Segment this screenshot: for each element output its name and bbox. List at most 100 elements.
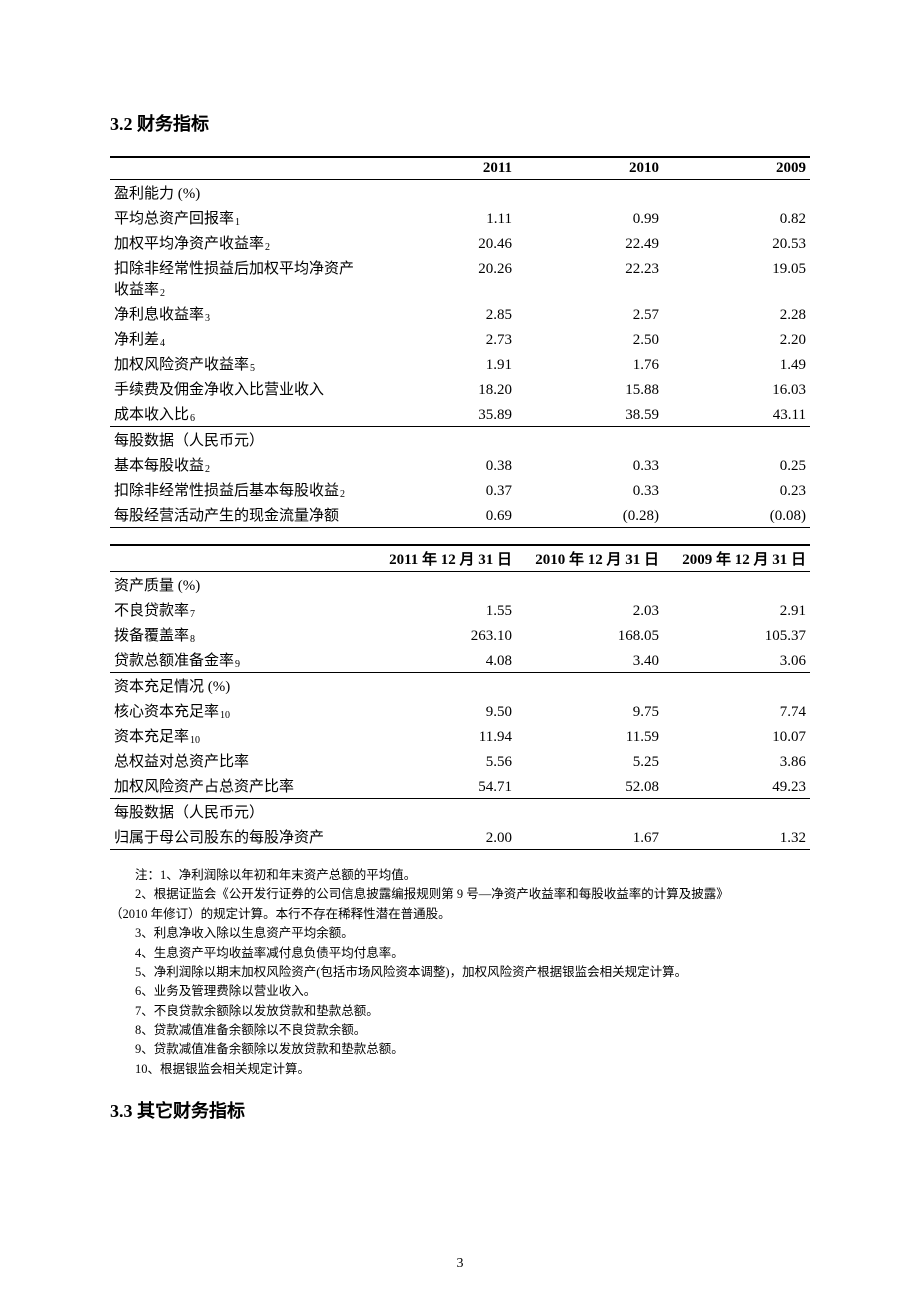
cell-value: 22.23	[516, 255, 663, 301]
table-row: 总权益对总资产比率5.565.253.86	[110, 748, 810, 773]
row-label: 贷款总额准备金率9	[110, 647, 369, 673]
cell-value: 18.20	[369, 376, 516, 401]
cell-value: 2.57	[516, 301, 663, 326]
table-row: 平均总资产回报率11.110.990.82	[110, 205, 810, 230]
group-header-label: 每股数据（人民币元）	[110, 427, 810, 453]
cell-value: (0.08)	[663, 502, 810, 528]
footnote-index: 9	[235, 659, 240, 670]
table-row: 归属于母公司股东的每股净资产2.001.671.32	[110, 824, 810, 850]
table-row: 基本每股收益20.380.330.25	[110, 452, 810, 477]
cell-value: 0.99	[516, 205, 663, 230]
row-label: 加权风险资产收益率5	[110, 351, 369, 376]
cell-value: 1.91	[369, 351, 516, 376]
footnote-index: 6	[190, 413, 195, 424]
cell-value: 0.33	[516, 452, 663, 477]
row-label: 不良贷款率7	[110, 597, 369, 622]
th-year: 2009	[663, 157, 810, 180]
row-label: 平均总资产回报率1	[110, 205, 369, 230]
cell-value: 20.46	[369, 230, 516, 255]
cell-value: 3.06	[663, 647, 810, 673]
cell-value: 15.88	[516, 376, 663, 401]
th-year: 2011	[369, 157, 516, 180]
cell-value: 20.53	[663, 230, 810, 255]
group-header-row: 盈利能力 (%)	[110, 180, 810, 206]
table-row: 核心资本充足率109.509.757.74	[110, 698, 810, 723]
footnote-line: 5、净利润除以期末加权风险资产(包括市场风险资本调整)，加权风险资产根据银监会相…	[110, 963, 810, 982]
cell-value: 1.11	[369, 205, 516, 230]
cell-value: 2.28	[663, 301, 810, 326]
table-row: 每股经营活动产生的现金流量净额0.69(0.28)(0.08)	[110, 502, 810, 528]
table-row: 扣除非经常性损益后基本每股收益20.370.330.23	[110, 477, 810, 502]
th-date: 2011 年 12 月 31 日	[369, 545, 516, 572]
table-row: 扣除非经常性损益后加权平均净资产收益率220.2622.2319.05	[110, 255, 810, 301]
table-row: 手续费及佣金净收入比营业收入18.2015.8816.03	[110, 376, 810, 401]
cell-value: 3.86	[663, 748, 810, 773]
cell-value: 10.07	[663, 723, 810, 748]
footnote-line: 10、根据银监会相关规定计算。	[110, 1060, 810, 1079]
cell-value: 3.40	[516, 647, 663, 673]
row-label: 加权风险资产占总资产比率	[110, 773, 369, 799]
table-row: 贷款总额准备金率94.083.403.06	[110, 647, 810, 673]
cell-value: 0.69	[369, 502, 516, 528]
cell-value: 16.03	[663, 376, 810, 401]
financial-table-1: 2011 2010 2009 盈利能力 (%)平均总资产回报率11.110.99…	[110, 156, 810, 528]
footnote-line: 6、业务及管理费除以营业收入。	[110, 982, 810, 1001]
cell-value: 43.11	[663, 401, 810, 427]
cell-value: 54.71	[369, 773, 516, 799]
footnote-index: 2	[340, 489, 345, 500]
row-label: 扣除非经常性损益后加权平均净资产收益率2	[110, 255, 369, 301]
table-row: 成本收入比635.8938.5943.11	[110, 401, 810, 427]
cell-value: 4.08	[369, 647, 516, 673]
cell-value: 11.59	[516, 723, 663, 748]
footnote-line: 4、生息资产平均收益率减付息负债平均付息率。	[110, 944, 810, 963]
cell-value: 2.03	[516, 597, 663, 622]
cell-value: 38.59	[516, 401, 663, 427]
table-row: 加权风险资产收益率51.911.761.49	[110, 351, 810, 376]
footnote-index: 8	[190, 634, 195, 645]
th-blank	[110, 157, 369, 180]
th-year: 2010	[516, 157, 663, 180]
th-blank	[110, 545, 369, 572]
footnote-index: 1	[235, 217, 240, 228]
row-label: 扣除非经常性损益后基本每股收益2	[110, 477, 369, 502]
table-header-row: 2011 2010 2009	[110, 157, 810, 180]
cell-value: 5.25	[516, 748, 663, 773]
row-label: 核心资本充足率10	[110, 698, 369, 723]
group-header-row: 每股数据（人民币元）	[110, 799, 810, 825]
cell-value: 2.00	[369, 824, 516, 850]
table-row: 拨备覆盖率8263.10168.05105.37	[110, 622, 810, 647]
financial-table-2: 2011 年 12 月 31 日 2010 年 12 月 31 日 2009 年…	[110, 544, 810, 850]
group-header-label: 资本充足情况 (%)	[110, 673, 810, 699]
table-row: 不良贷款率71.552.032.91	[110, 597, 810, 622]
cell-value: 49.23	[663, 773, 810, 799]
cell-value: 2.91	[663, 597, 810, 622]
section-title-3-3: 3.3 其它财务指标	[110, 1097, 810, 1123]
cell-value: 20.26	[369, 255, 516, 301]
table1-body: 盈利能力 (%)平均总资产回报率11.110.990.82加权平均净资产收益率2…	[110, 180, 810, 528]
group-header-row: 资产质量 (%)	[110, 572, 810, 598]
section-title-3-2: 3.2 财务指标	[110, 110, 810, 136]
group-header-row: 资本充足情况 (%)	[110, 673, 810, 699]
cell-value: (0.28)	[516, 502, 663, 528]
table-row: 加权平均净资产收益率220.4622.4920.53	[110, 230, 810, 255]
footnote-line: 7、不良贷款余额除以发放贷款和垫款总额。	[110, 1002, 810, 1021]
row-label: 每股经营活动产生的现金流量净额	[110, 502, 369, 528]
footnote-line: （2010 年修订）的规定计算。本行不存在稀释性潜在普通股。	[110, 905, 810, 924]
table-row: 资本充足率1011.9411.5910.07	[110, 723, 810, 748]
row-label: 净利息收益率3	[110, 301, 369, 326]
group-header-row: 每股数据（人民币元）	[110, 427, 810, 453]
page-number: 3	[0, 1256, 920, 1272]
cell-value: 2.50	[516, 326, 663, 351]
row-label: 拨备覆盖率8	[110, 622, 369, 647]
footnote-line: 9、贷款减值准备余额除以发放贷款和垫款总额。	[110, 1040, 810, 1059]
row-label: 加权平均净资产收益率2	[110, 230, 369, 255]
row-label: 归属于母公司股东的每股净资产	[110, 824, 369, 850]
table-row: 加权风险资产占总资产比率54.7152.0849.23	[110, 773, 810, 799]
cell-value: 263.10	[369, 622, 516, 647]
cell-value: 5.56	[369, 748, 516, 773]
cell-value: 0.25	[663, 452, 810, 477]
table-header-row: 2011 年 12 月 31 日 2010 年 12 月 31 日 2009 年…	[110, 545, 810, 572]
row-label: 总权益对总资产比率	[110, 748, 369, 773]
cell-value: 1.76	[516, 351, 663, 376]
footnote-line: 2、根据证监会《公开发行证券的公司信息披露编报规则第 9 号—净资产收益率和每股…	[110, 885, 810, 904]
